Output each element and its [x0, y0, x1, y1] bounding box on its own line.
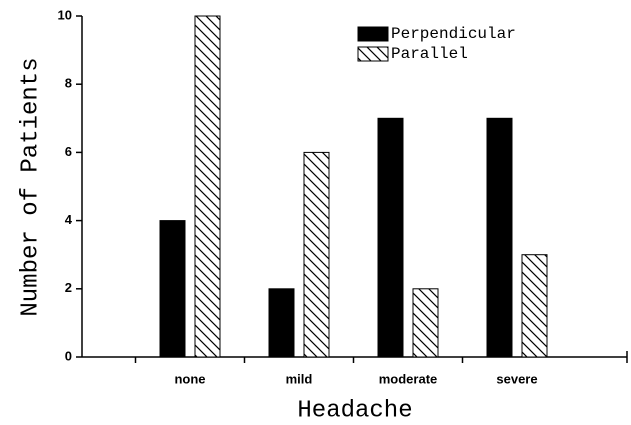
bar — [486, 117, 513, 358]
bar — [377, 117, 404, 358]
y-tick-label: 10 — [58, 7, 72, 22]
y-tick-label: 2 — [65, 280, 72, 295]
y-tick-label: 0 — [65, 348, 72, 363]
x-tick-label: severe — [496, 371, 537, 386]
bar — [521, 254, 548, 358]
bar — [303, 151, 330, 358]
y-tick-label: 6 — [65, 144, 72, 159]
x-tick-label: mild — [286, 371, 313, 386]
y-axis-label: Number of Patients — [17, 57, 44, 316]
x-axis-label: Headache — [297, 397, 412, 424]
bar — [412, 288, 439, 358]
legend-swatch — [357, 26, 389, 42]
y-tick-label: 4 — [65, 212, 73, 227]
bar — [194, 15, 221, 358]
y-tick-label: 8 — [65, 76, 72, 91]
bar — [268, 288, 295, 358]
bar — [159, 220, 186, 358]
legend-label: Parallel — [391, 45, 468, 63]
legend-label: Perpendicular — [391, 25, 516, 43]
legend-swatch — [357, 46, 389, 62]
x-tick-label: moderate — [379, 371, 438, 386]
x-tick-label: none — [174, 371, 205, 386]
